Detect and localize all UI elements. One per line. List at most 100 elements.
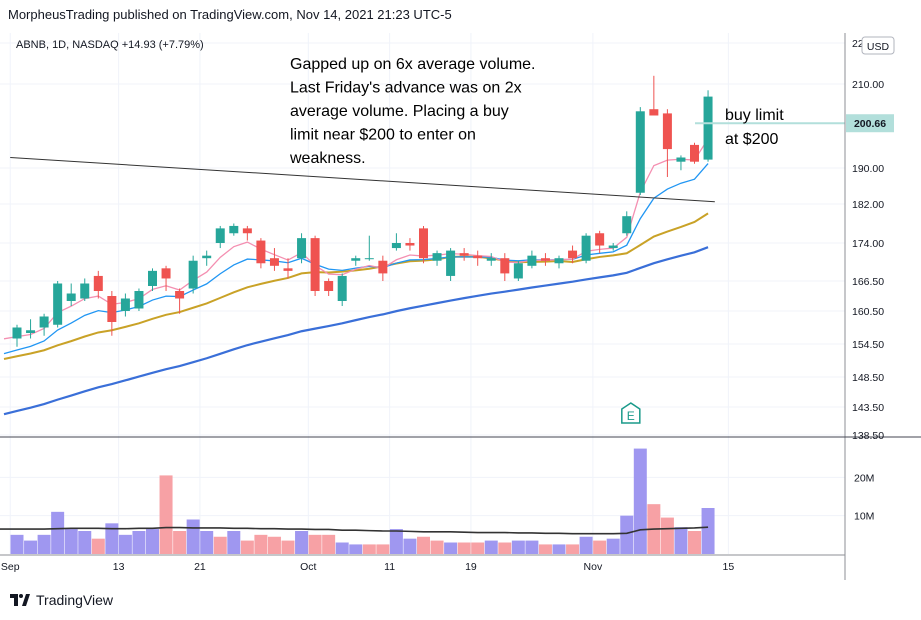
- candle-body: [419, 228, 428, 259]
- candle-body: [39, 316, 49, 328]
- volume-bar: [606, 538, 620, 554]
- candle-body: [473, 255, 483, 259]
- tradingview-brand: TradingView: [36, 592, 114, 608]
- analysis-note: Gapped up on 6x average volume. Last Frid…: [289, 56, 536, 167]
- price-tick-label: 22: [852, 38, 864, 50]
- sma-mid-line: [3, 212, 709, 360]
- volume-tick-label: 10M: [854, 511, 874, 523]
- candle-body: [676, 157, 686, 162]
- candle-body: [364, 258, 374, 260]
- candle-body: [690, 144, 699, 162]
- volume-bar: [417, 536, 430, 554]
- earnings-icon: [621, 402, 641, 424]
- candle-body: [662, 113, 672, 150]
- price-tick-label: 148.50: [852, 372, 884, 384]
- volume-tick-label: 20M: [854, 472, 874, 484]
- volume-bar: [200, 531, 214, 554]
- candle-body: [378, 260, 388, 274]
- volume-bar: [24, 540, 38, 554]
- candle-body: [622, 216, 632, 234]
- volume-bar: [295, 531, 309, 554]
- price-marker: [846, 114, 894, 133]
- volume-bar: [91, 538, 105, 554]
- volume-bar: [227, 531, 241, 554]
- volume-bar: [674, 527, 688, 554]
- time-tick-label: 21: [194, 561, 206, 573]
- candle-body: [703, 96, 713, 160]
- buy-limit-note: buy limit at $200: [725, 107, 784, 148]
- volume-bar: [362, 544, 376, 554]
- price-tick-label: 154.50: [852, 339, 884, 351]
- price-tick-label: 143.50: [852, 402, 884, 414]
- price-axis[interactable]: 138.50 143.50 148.50 154.50 160.50 166.50 174.…: [846, 38, 894, 442]
- time-tick-label: Sep: [1, 561, 20, 573]
- volume-bar: [105, 523, 119, 554]
- analysis-note-line: Last Friday's advance was on 2x: [290, 80, 522, 97]
- candle-body: [500, 258, 510, 274]
- candle-body: [269, 258, 279, 266]
- volume-bar: [186, 519, 200, 554]
- candle-body: [486, 258, 496, 261]
- ema-mid-line: [3, 163, 709, 355]
- volume-bar: [403, 538, 417, 554]
- volume-bar: [267, 536, 281, 554]
- price-tick-label: 210.00: [852, 79, 884, 91]
- tradingview-logo-icon: [10, 594, 30, 606]
- time-tick-label: 11: [384, 561, 395, 573]
- volume-bar: [78, 531, 92, 554]
- volume-axis[interactable]: 10M 20M: [854, 472, 874, 522]
- earnings-marker[interactable]: E: [621, 402, 641, 424]
- volume-bar: [457, 542, 471, 554]
- trendline: [10, 157, 715, 203]
- candle-body: [175, 291, 185, 299]
- volume-bar: [376, 544, 390, 554]
- candle-body: [351, 258, 361, 261]
- candle-body: [215, 228, 225, 243]
- candle-body: [283, 268, 293, 271]
- candle-body: [80, 283, 90, 299]
- candle-body: [26, 330, 36, 333]
- candle-body: [432, 253, 442, 261]
- analysis-note-line: weakness.: [289, 150, 366, 167]
- currency-label: USD: [867, 41, 890, 53]
- volume-bar: [335, 542, 349, 554]
- candle-body: [161, 268, 171, 279]
- time-tick-label: 13: [113, 561, 125, 573]
- volume-bar: [213, 536, 227, 554]
- price-tick-label: 190.00: [852, 163, 884, 175]
- candle-body: [391, 243, 401, 249]
- time-axis[interactable]: Sep 13 21 Oct 11 19 Nov 15: [1, 561, 734, 573]
- candle-body: [635, 111, 645, 193]
- volume-bar: [444, 542, 458, 554]
- sma-slow-line: [3, 246, 709, 416]
- price-tick-label: 138.50: [852, 430, 884, 442]
- candle-body: [405, 243, 415, 246]
- volume-bar: [688, 531, 701, 554]
- candle-body: [310, 238, 320, 291]
- candle-body: [595, 233, 605, 246]
- candle-body: [608, 245, 618, 249]
- candle-body: [12, 327, 22, 339]
- currency-badge[interactable]: USD: [861, 36, 895, 55]
- volume-bar: [173, 531, 187, 554]
- candle-body: [242, 228, 252, 234]
- volume-bar: [552, 544, 566, 554]
- price-marker-label: 200.66: [854, 118, 886, 130]
- candle-body: [649, 109, 659, 116]
- chart-background: [0, 28, 921, 585]
- candles: [12, 75, 713, 347]
- candle-body: [134, 291, 144, 309]
- candle-body: [527, 255, 537, 266]
- price-chart[interactable]: 138.50 143.50 148.50 154.50 160.50 166.50 174.…: [0, 0, 921, 585]
- price-tick-label: 174.00: [852, 238, 884, 250]
- analysis-note-line: Gapped up on 6x average volume.: [290, 56, 536, 73]
- volume-ma-line: [0, 526, 709, 535]
- volume-bar: [701, 508, 715, 554]
- volume-bar: [633, 448, 647, 554]
- volume-bar: [566, 544, 580, 554]
- candle-body: [229, 225, 239, 234]
- volume-bar: [484, 540, 498, 554]
- time-tick-label: Nov: [584, 561, 603, 573]
- candle-body: [93, 275, 103, 291]
- volume-bar: [146, 529, 159, 554]
